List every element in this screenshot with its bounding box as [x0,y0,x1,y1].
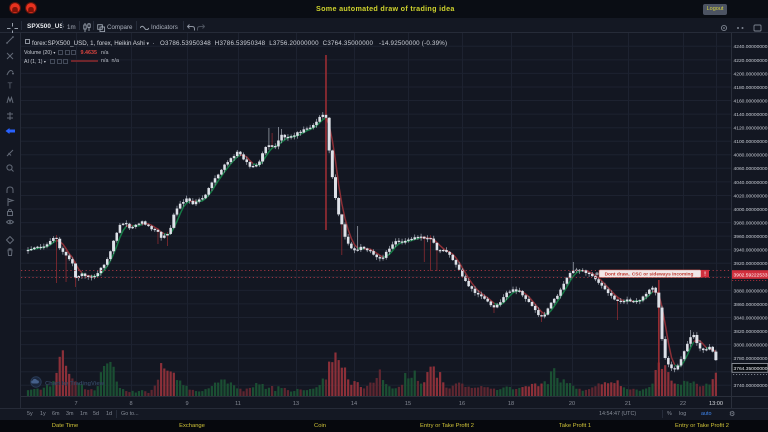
svg-text:3940.00000000: 3940.00000000 [734,248,768,254]
svg-text:3880.00000000: 3880.00000000 [734,288,768,294]
svg-text:4100.00000000: 4100.00000000 [734,139,768,145]
svg-text:9: 9 [185,401,188,407]
svg-text:16: 16 [459,401,465,407]
svg-text:4120.00000000: 4120.00000000 [734,126,768,132]
svg-text:3960.00000000: 3960.00000000 [734,234,768,240]
svg-text:4140.00000000: 4140.00000000 [734,112,768,118]
svg-text:4040.00000000: 4040.00000000 [734,180,768,186]
svg-text:!: ! [704,272,706,278]
svg-text:18: 18 [508,401,514,407]
svg-text:4180.00000000: 4180.00000000 [734,85,768,91]
svg-text:3920.00000000: 3920.00000000 [734,261,768,267]
svg-text:8: 8 [129,401,132,407]
svg-text:7: 7 [74,401,77,407]
svg-text:3740.00000000: 3740.00000000 [734,383,768,389]
svg-text:13: 13 [293,401,299,407]
svg-text:20: 20 [569,401,575,407]
svg-text:14: 14 [351,401,357,407]
svg-text:4060.00000000: 4060.00000000 [734,166,768,172]
svg-text:4240.00000000: 4240.00000000 [734,44,768,50]
svg-text:4000.00000000: 4000.00000000 [734,207,768,213]
svg-text:13:00: 13:00 [709,401,723,407]
svg-text:4160.00000000: 4160.00000000 [734,98,768,104]
svg-text:4220.00000000: 4220.00000000 [734,58,768,64]
svg-text:11: 11 [235,401,241,407]
svg-text:T: T [8,82,13,91]
svg-text:Dont draw.. CSC or sideways in: Dont draw.. CSC or sideways incoming [605,272,694,278]
svg-text:3860.00000000: 3860.00000000 [734,302,768,308]
svg-text:3800.00000000: 3800.00000000 [734,343,768,349]
svg-text:22: 22 [680,401,686,407]
svg-text:4200.00000000: 4200.00000000 [734,71,768,77]
svg-text:3764.35000000: 3764.35000000 [734,366,768,372]
svg-text:Chart by TradingView: Chart by TradingView [45,381,105,387]
svg-text:4020.00000000: 4020.00000000 [734,193,768,199]
svg-text:3902.59222533: 3902.59222533 [734,273,768,279]
svg-text:3820.00000000: 3820.00000000 [734,329,768,335]
svg-text:3780.00000000: 3780.00000000 [734,356,768,362]
svg-text:4080.00000000: 4080.00000000 [734,153,768,159]
svg-text:3980.00000000: 3980.00000000 [734,221,768,227]
svg-text:21: 21 [625,401,631,407]
svg-text:3840.00000000: 3840.00000000 [734,315,768,321]
svg-text:15: 15 [405,401,411,407]
